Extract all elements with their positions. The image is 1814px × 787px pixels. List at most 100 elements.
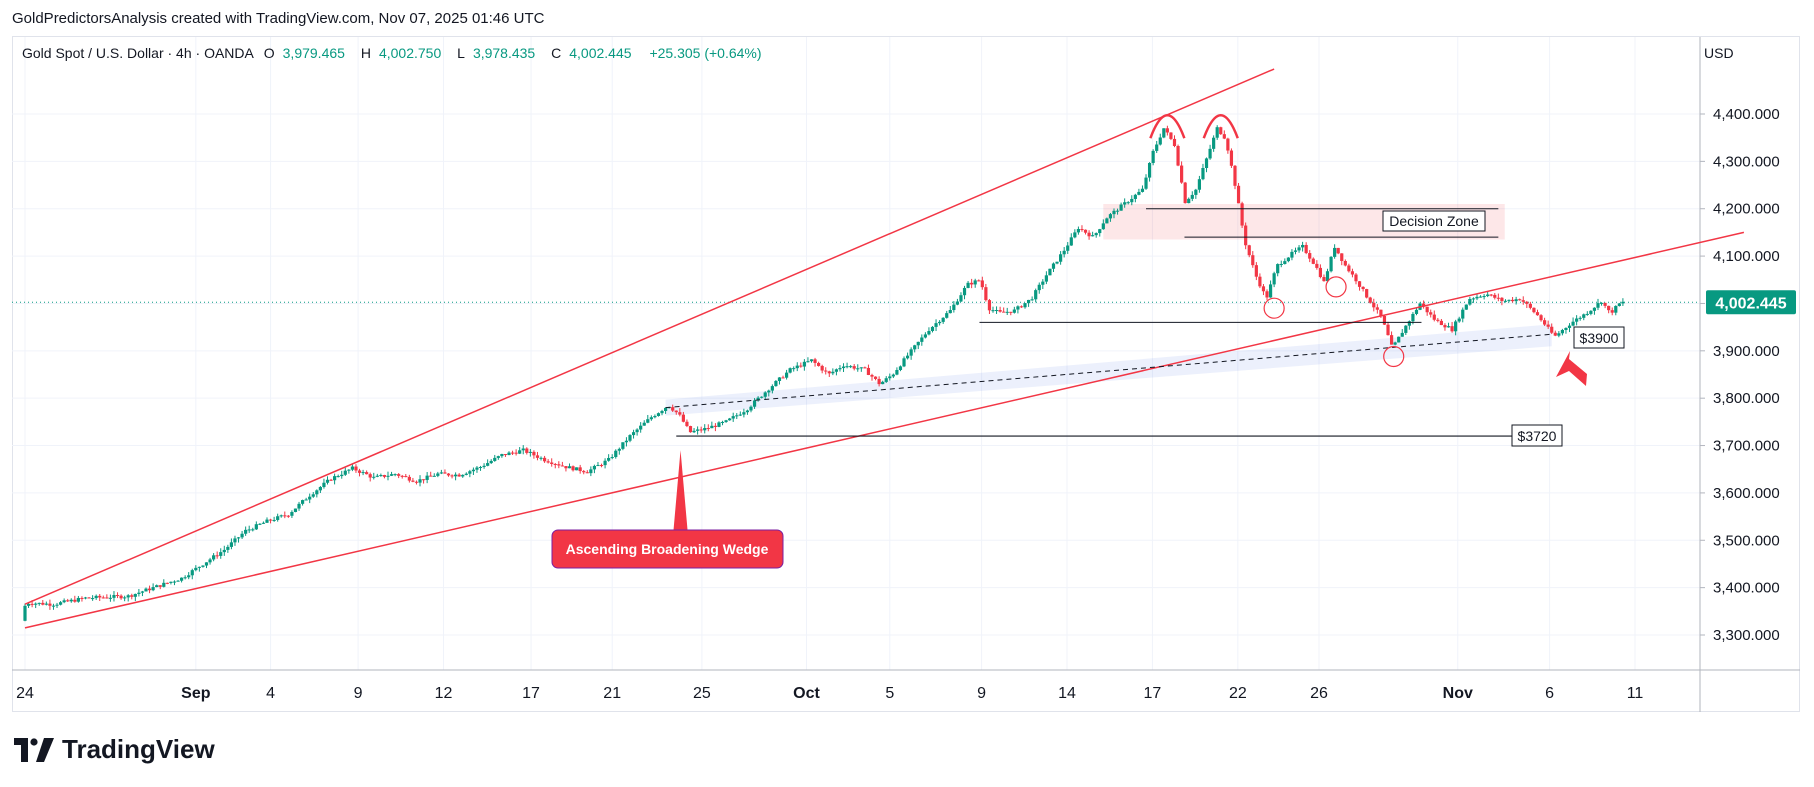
candle-body <box>1336 247 1340 254</box>
candle-body <box>212 555 216 560</box>
candle-body <box>1190 194 1194 199</box>
candle-body <box>226 546 230 550</box>
candle-body <box>1329 256 1333 272</box>
candle-body <box>1293 250 1298 252</box>
candle-body <box>866 367 871 375</box>
candle-body <box>1514 299 1518 302</box>
candle-body <box>585 472 589 474</box>
candle-body <box>1425 306 1429 313</box>
candle-body <box>443 472 447 474</box>
candle-body <box>596 465 600 467</box>
currency-label[interactable]: USD <box>1704 45 1734 61</box>
candle-body <box>222 549 226 553</box>
ohlc-legend[interactable]: Gold Spot / U.S. Dollar · 4h · OANDA O 3,… <box>22 45 762 61</box>
candle-body <box>1212 137 1216 149</box>
candle-body <box>304 499 308 501</box>
candle-body <box>1180 165 1184 183</box>
candle-body <box>610 457 614 459</box>
candle-body <box>165 582 169 584</box>
x-tick-label: 17 <box>1144 685 1162 702</box>
candle-body <box>962 287 967 296</box>
candle-body <box>23 605 27 621</box>
candle-body <box>336 476 340 478</box>
candle-body <box>599 465 604 467</box>
candle-body <box>1098 229 1102 234</box>
candle-body <box>571 466 575 471</box>
candle-body <box>254 524 258 530</box>
candle-body <box>87 597 91 599</box>
candle-body <box>1251 255 1255 266</box>
candle-body <box>891 374 895 377</box>
candle-body <box>1204 158 1209 169</box>
decision-zone-label: Decision Zone <box>1389 213 1479 229</box>
candle-body <box>493 457 497 461</box>
candle-body <box>389 474 394 476</box>
candle-body <box>1518 299 1522 301</box>
candle-body <box>532 451 536 456</box>
candle-body <box>233 538 237 543</box>
candle-body <box>905 355 910 359</box>
candle-body <box>30 603 34 605</box>
candle-body <box>44 603 48 605</box>
candle-body <box>881 381 885 385</box>
candle-body <box>1044 275 1048 282</box>
candle-body <box>1222 134 1226 139</box>
candle-body <box>781 377 785 379</box>
candle-body <box>55 604 59 606</box>
candle-body <box>1276 264 1280 274</box>
candle-body <box>1144 177 1148 189</box>
candle-body <box>1599 302 1604 304</box>
candle-body <box>318 487 322 491</box>
candle-body <box>215 555 219 557</box>
candle-body <box>575 467 579 471</box>
candle-body <box>108 597 113 599</box>
candle-body <box>1069 237 1073 246</box>
y-tick-label: 4,400.000 <box>1713 106 1780 123</box>
candle-body <box>817 362 821 366</box>
candle-body <box>955 301 960 305</box>
candle-body <box>1322 277 1326 282</box>
candle-body <box>685 421 689 427</box>
candle-body <box>1286 257 1290 262</box>
candle-body <box>703 428 707 431</box>
candle-body <box>1543 320 1547 325</box>
candle-body <box>635 429 639 433</box>
retest-circle-3 <box>1383 345 1405 368</box>
candle-body <box>80 597 84 599</box>
candle-body <box>172 581 177 583</box>
candle-body <box>94 595 98 599</box>
candle-body <box>984 287 988 301</box>
candle-body <box>147 588 152 591</box>
candle-body <box>507 452 511 456</box>
candle-body <box>948 310 952 314</box>
candle-body <box>272 519 276 521</box>
symbol-label[interactable]: Gold Spot / U.S. Dollar · 4h · OANDA <box>22 45 254 61</box>
candle-body <box>1404 325 1408 333</box>
candle-body <box>1091 235 1095 237</box>
candle-body <box>489 460 493 464</box>
candle-body <box>421 479 426 481</box>
candle-body <box>1475 296 1479 299</box>
x-tick-label: 21 <box>603 685 621 702</box>
candle-body <box>187 575 191 578</box>
x-tick-label: 26 <box>1310 685 1328 702</box>
candle-body <box>959 295 963 302</box>
candle-body <box>535 455 540 458</box>
candle-body <box>1614 305 1618 313</box>
candle-body <box>244 529 248 534</box>
candle-body <box>1080 229 1084 231</box>
tradingview-logo[interactable]: TradingView <box>14 734 215 765</box>
candle-body <box>101 597 105 599</box>
candle-body <box>1229 150 1234 166</box>
candle-body <box>98 595 102 598</box>
candle-body <box>404 476 408 478</box>
candle-body <box>1368 297 1372 303</box>
candle-body <box>1158 137 1162 145</box>
candle-body <box>795 365 799 369</box>
candle-body <box>1592 307 1597 311</box>
candle-body <box>1347 265 1351 272</box>
candle-body <box>1532 307 1536 313</box>
candle-body <box>760 396 764 398</box>
candle-body <box>1194 189 1198 195</box>
